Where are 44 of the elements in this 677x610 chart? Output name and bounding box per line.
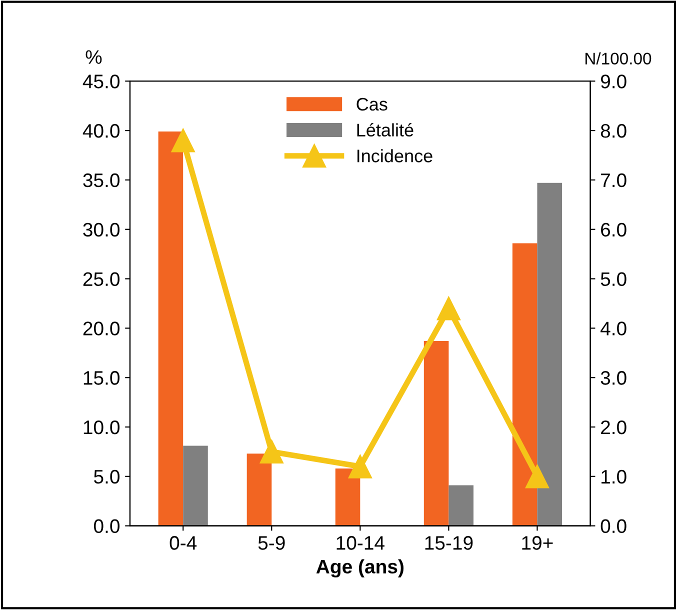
- bar: [448, 485, 474, 526]
- legend-label: Incidence: [357, 149, 432, 162]
- y2-tick-label: 5.0: [600, 272, 626, 286]
- y-tick-label: 35.0: [83, 173, 120, 188]
- bar: [158, 132, 184, 526]
- x-tick-label: 0-4: [170, 536, 197, 550]
- bar: [183, 446, 208, 526]
- y-tick-label: 25.0: [83, 272, 120, 286]
- bar: [335, 468, 360, 526]
- y2-tick-label: 3.0: [600, 371, 626, 385]
- y2-tick-label: 8.0: [600, 124, 626, 138]
- point: [525, 464, 550, 488]
- y-tick-label: 15.0: [84, 371, 120, 385]
- bar: [424, 341, 449, 526]
- y2-tick-label: 4.0: [600, 322, 626, 336]
- legend-label: Létalité: [357, 123, 414, 136]
- y-tick-label: 45.0: [82, 74, 120, 88]
- y2-tick-label: 1.0: [602, 470, 626, 484]
- y-tick-label: 40.0: [82, 124, 120, 138]
- y2-tick-label: 0.0: [600, 519, 626, 534]
- x-tick-label: 10-14: [336, 536, 384, 550]
- y2-tick-label: 7.0: [601, 173, 626, 188]
- y2-tick-label: 6.0: [601, 222, 626, 237]
- y-axis-title: %: [86, 50, 102, 64]
- y-tick-label: 0.0: [94, 519, 120, 534]
- y-tick-label: 10.0: [84, 420, 120, 434]
- y-tick-label: 20.0: [83, 322, 120, 336]
- point: [171, 128, 195, 152]
- y-tick-label: 5.0: [94, 470, 120, 484]
- y2-tick-label: 2.0: [601, 420, 626, 434]
- legend-label: Cas: [356, 98, 388, 111]
- x-axis-title: Age (ans): [316, 559, 404, 578]
- bar: [512, 243, 538, 526]
- x-tick-label: 5-9: [258, 536, 285, 550]
- point: [348, 454, 372, 478]
- bar: [246, 454, 272, 526]
- y2-tick-label: 9.0: [600, 74, 626, 88]
- x-tick-label: 19+: [522, 536, 553, 550]
- y2-axis-title: N/100.00: [586, 52, 652, 64]
- point: [260, 440, 284, 464]
- x-tick-label: 15-19: [425, 536, 473, 550]
- point: [436, 296, 460, 320]
- bar: [537, 182, 562, 526]
- y-tick-label: 30.0: [83, 222, 120, 237]
